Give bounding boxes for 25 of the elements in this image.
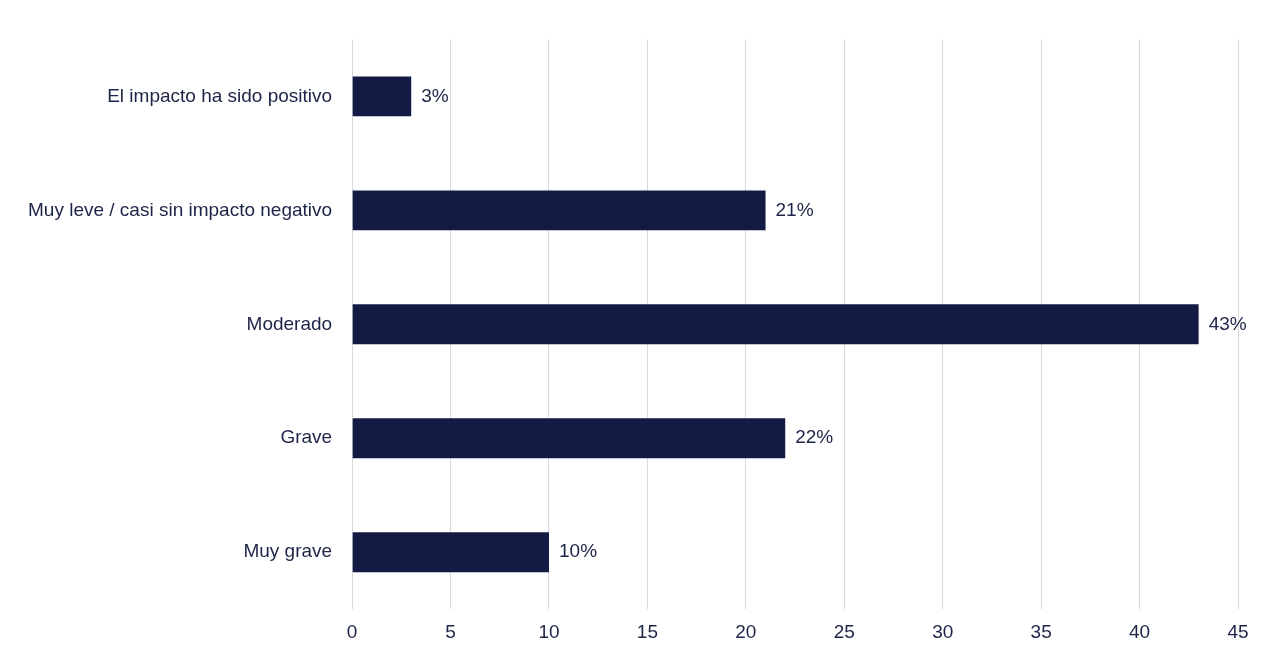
bar <box>352 532 549 573</box>
y-tick-label: Muy grave <box>243 540 333 562</box>
x-tick-label: 0 <box>346 620 358 642</box>
bar <box>352 304 1199 345</box>
data-label: 10% <box>559 540 598 562</box>
x-tick-label: 30 <box>932 620 954 642</box>
x-tick-label: 15 <box>636 620 658 642</box>
data-label: 3% <box>421 84 449 106</box>
x-tick-label: 40 <box>1129 620 1151 642</box>
x-tick-label: 20 <box>735 620 757 642</box>
y-tick-label: Moderado <box>246 312 333 334</box>
x-tick-label: 35 <box>1030 620 1052 642</box>
y-tick-label: Grave <box>280 426 333 448</box>
y-tick-label: El impacto ha sido positivo <box>107 84 333 106</box>
x-tick-label: 5 <box>445 620 456 642</box>
bar <box>352 418 786 459</box>
x-tick-label: 45 <box>1227 620 1249 642</box>
bar <box>352 76 412 117</box>
data-label: 22% <box>795 426 834 448</box>
data-label: 43% <box>1208 312 1247 334</box>
bar <box>352 190 766 231</box>
data-label: 21% <box>775 198 814 220</box>
x-tick-label: 10 <box>538 620 560 642</box>
y-tick-label: Muy leve / casi sin impacto negativo <box>28 198 333 220</box>
x-tick-label: 25 <box>833 620 855 642</box>
